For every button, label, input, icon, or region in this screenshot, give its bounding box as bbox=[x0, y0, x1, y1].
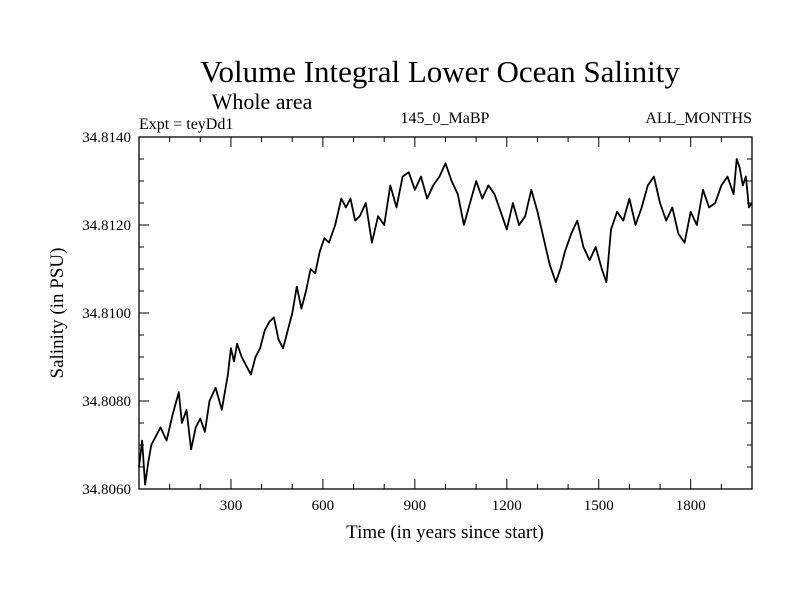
y-tick-label: 34.8120 bbox=[82, 218, 131, 234]
x-axis-ticks bbox=[169, 137, 722, 489]
y-axis-tick-labels: 34.8060 34.8080 34.8100 34.8120 34.8140 bbox=[82, 130, 131, 498]
y-tick-label: 34.8100 bbox=[82, 306, 131, 322]
x-tick-label: 1500 bbox=[584, 498, 614, 514]
y-tick-label: 34.8140 bbox=[82, 130, 131, 146]
x-tick-label: 1800 bbox=[676, 498, 706, 514]
period-label: 145_0_MaBP bbox=[401, 110, 490, 127]
x-tick-label: 300 bbox=[220, 498, 243, 514]
salinity-series-line bbox=[138, 158, 753, 486]
chart-title: Volume Integral Lower Ocean Salinity bbox=[200, 54, 680, 89]
y-axis-label: Salinity (in PSU) bbox=[47, 248, 68, 379]
x-tick-label: 600 bbox=[312, 498, 335, 514]
chart-subtitle: Whole area bbox=[212, 89, 313, 114]
months-label: ALL_MONTHS bbox=[645, 110, 752, 127]
x-tick-label: 1200 bbox=[492, 498, 522, 514]
x-tick-label: 900 bbox=[404, 498, 427, 514]
x-axis-label: Time (in years since start) bbox=[346, 522, 544, 543]
plot-frame bbox=[138, 136, 753, 490]
y-tick-label: 34.8080 bbox=[82, 394, 131, 410]
x-axis-tick-labels: 300 600 900 1200 1500 1800 bbox=[220, 498, 706, 514]
y-tick-label: 34.8060 bbox=[82, 482, 131, 498]
experiment-label: Expt = teyDd1 bbox=[139, 116, 233, 133]
